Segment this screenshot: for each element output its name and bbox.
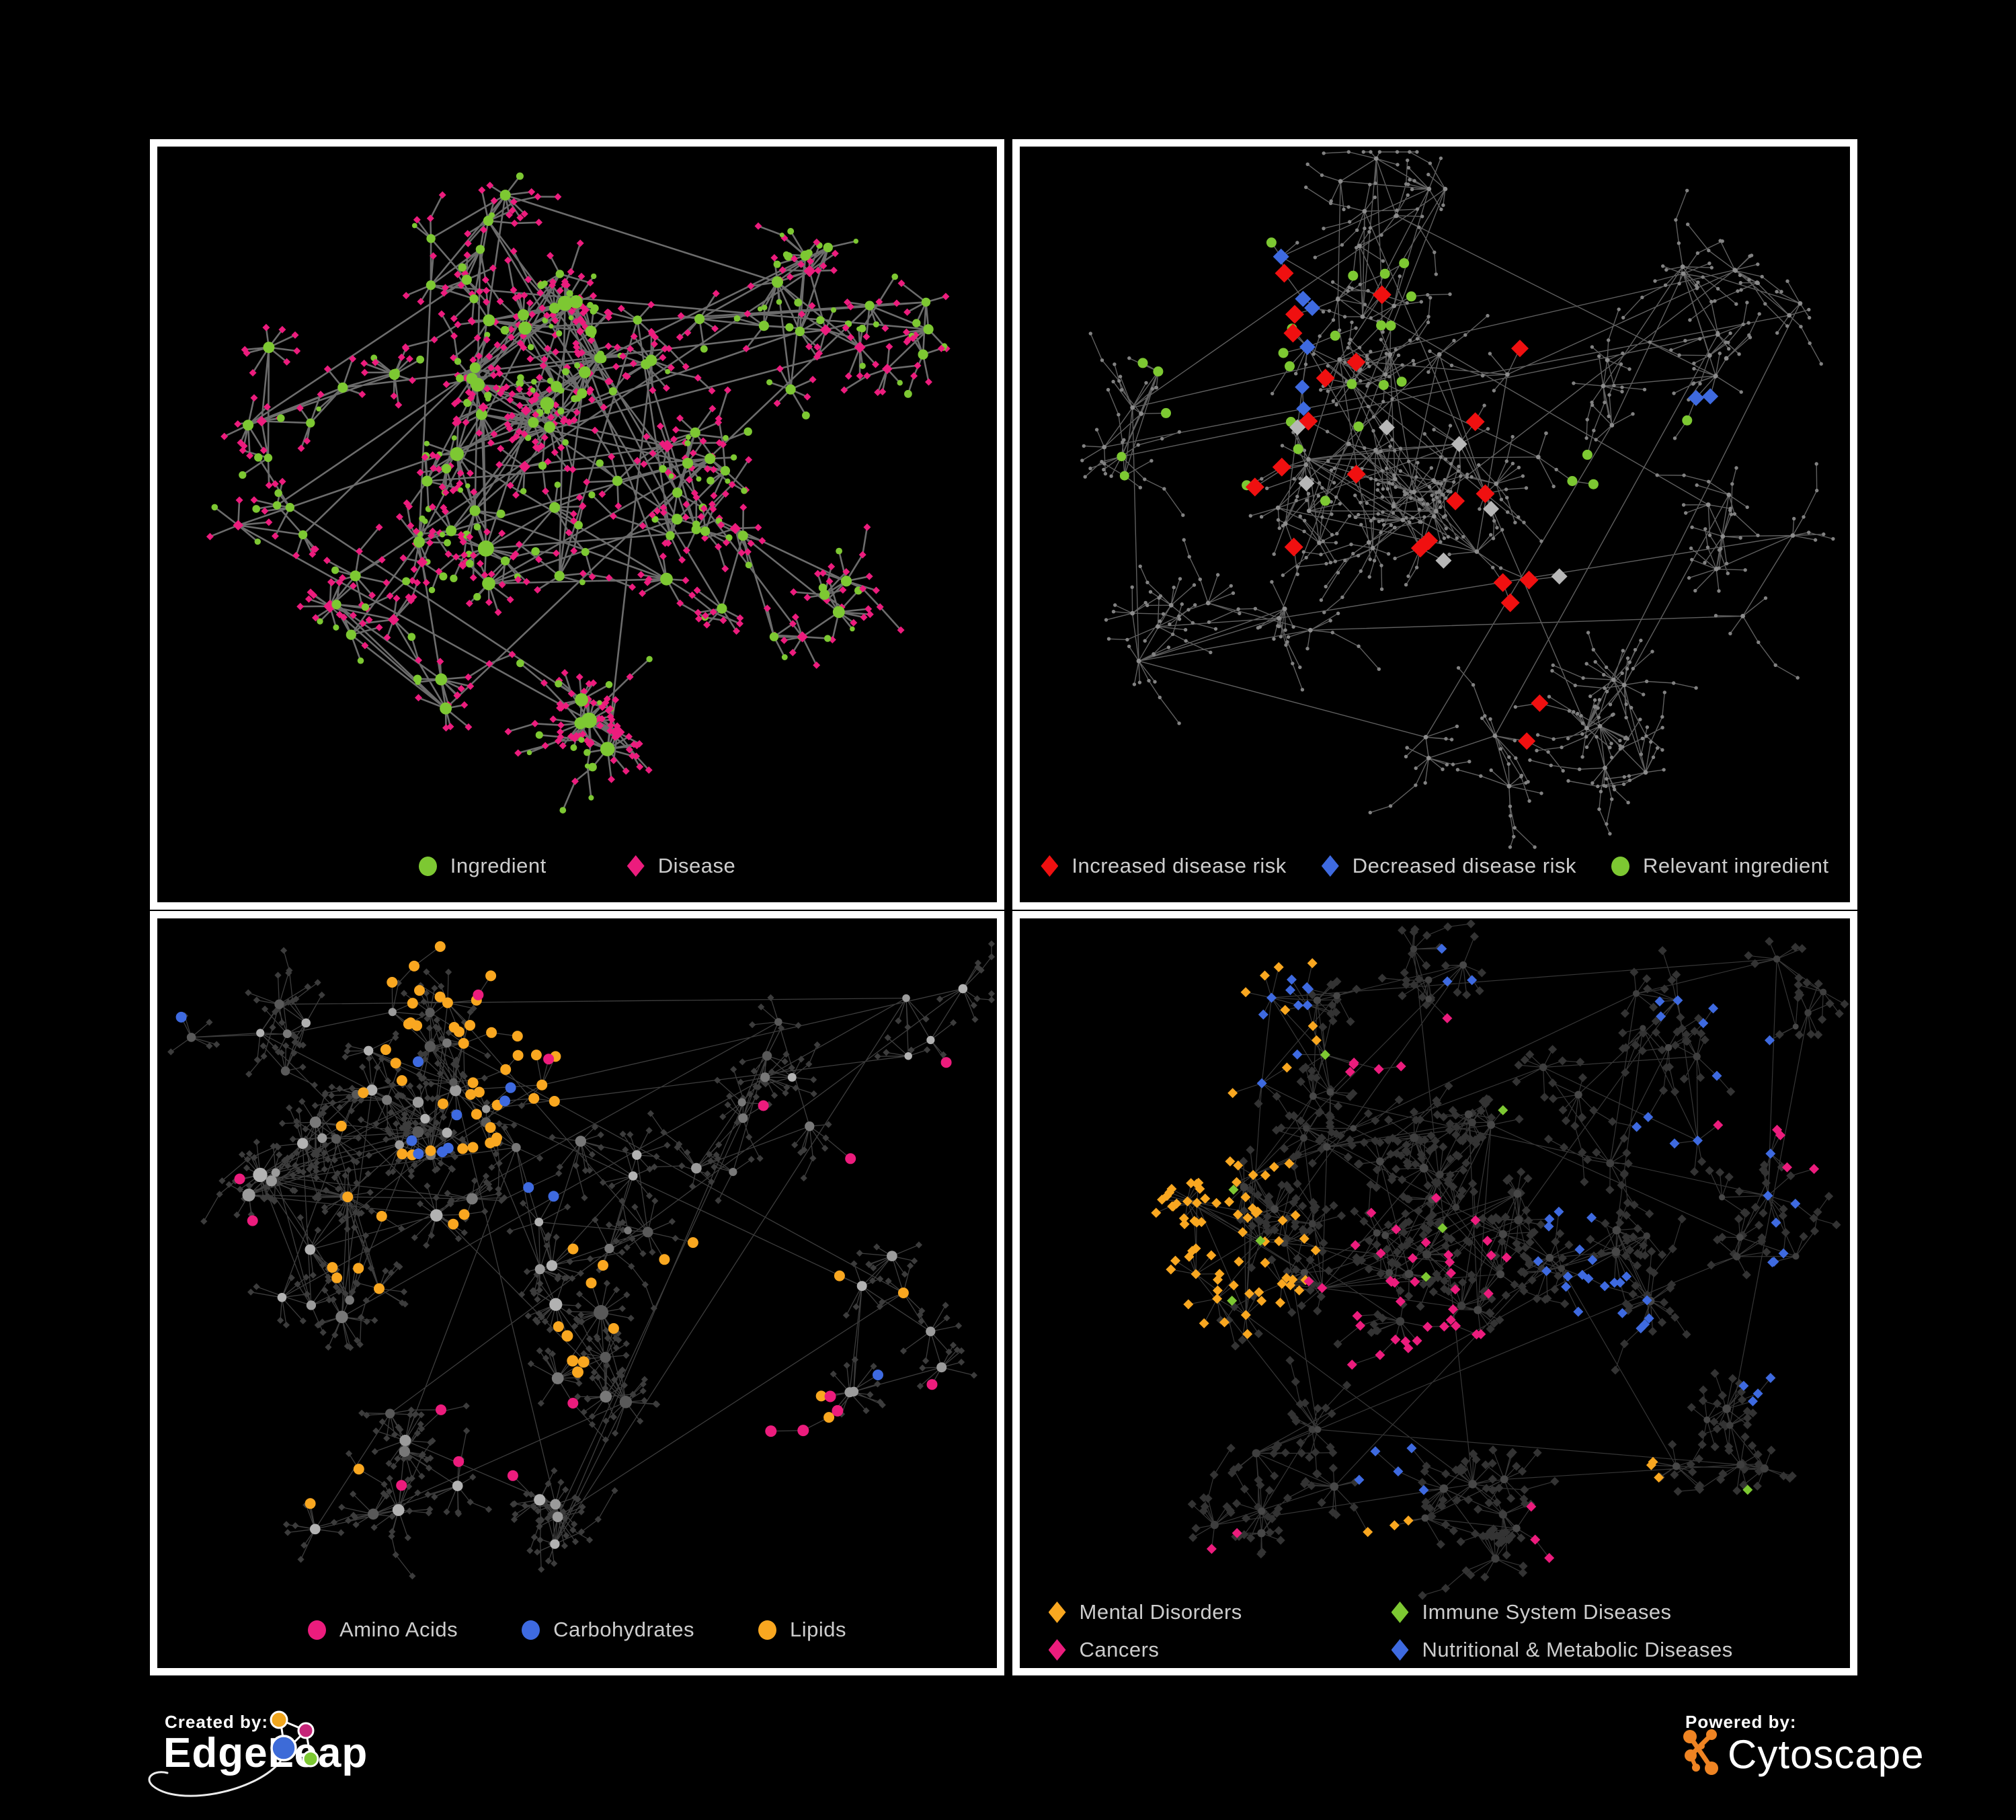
legend-label: Carbohydrates (553, 1618, 694, 1641)
cytoscape-wordmark: Cytoscape (1728, 1732, 1925, 1777)
diamond-legend-icon (1321, 855, 1339, 877)
panel-disease-risk: Increased disease risk Decreased disease … (1012, 139, 1857, 910)
legend-item: Carbohydrates (522, 1618, 694, 1642)
legend-item: Immune System Diseases (1391, 1600, 1822, 1624)
panel-ingredient-disease: Ingredient Disease (150, 139, 1004, 910)
legend-item: Amino Acids (308, 1618, 458, 1642)
legend-item: Lipids (758, 1618, 846, 1642)
legend-disease-risk: Increased disease risk Decreased disease … (1020, 854, 1850, 878)
edgeleap-logo-icon (148, 1710, 319, 1797)
legend-item: Decreased disease risk (1321, 854, 1576, 878)
circle-legend-icon (758, 1620, 776, 1640)
created-by-label: Created by: (165, 1712, 269, 1732)
legend-item: Cancers (1048, 1638, 1371, 1662)
diamond-legend-icon (627, 855, 645, 877)
legend-label: Immune System Diseases (1422, 1600, 1672, 1624)
disease-category-network-graph (1151, 919, 1849, 1600)
diamond-legend-icon (1048, 1601, 1066, 1623)
diamond-legend-icon (1391, 1639, 1409, 1661)
legend-item: Nutritional & Metabolic Diseases (1391, 1638, 1822, 1662)
panel-disease-categories: Mental Disorders Immune System Diseases Ca… (1012, 911, 1857, 1675)
circle-legend-icon (308, 1620, 327, 1640)
legend-label: Amino Acids (339, 1618, 458, 1641)
legend-item: Mental Disorders (1048, 1600, 1371, 1624)
legend-label: Ingredient (450, 854, 547, 877)
macronutrient-network-graph (167, 940, 996, 1580)
legend-item: Relevant ingredient (1611, 854, 1829, 878)
legend-ingredient-disease: Ingredient Disease (157, 854, 997, 878)
diamond-legend-icon (1391, 1601, 1409, 1623)
panel-macronutrients: Amino Acids Carbohydrates Lipids (150, 911, 1004, 1675)
circle-legend-icon (522, 1620, 540, 1640)
diamond-legend-icon (1041, 855, 1059, 877)
diamond-legend-icon (1048, 1639, 1066, 1661)
legend-label: Disease (657, 854, 736, 877)
legend-macronutrients: Amino Acids Carbohydrates Lipids (157, 1618, 997, 1642)
circle-legend-icon (1611, 856, 1629, 876)
legend-label: Lipids (789, 1618, 846, 1641)
legend-item: Increased disease risk (1041, 854, 1286, 878)
edgeleap-wordmark: EdgeLeap (163, 1730, 368, 1776)
ingredient-disease-network-graph (206, 172, 951, 814)
legend-disease-categories: Mental Disorders Immune System Diseases Ca… (1020, 1600, 1850, 1662)
disease-risk-network-graph (1080, 150, 1835, 849)
legend-label: Nutritional & Metabolic Diseases (1422, 1638, 1733, 1661)
cytoscape-logo-icon (1683, 1729, 1718, 1775)
legend-label: Cancers (1079, 1638, 1160, 1661)
circle-legend-icon (418, 856, 437, 876)
legend-item: Disease (627, 854, 736, 878)
legend-item: Ingredient (418, 854, 547, 878)
legend-label: Decreased disease risk (1352, 854, 1576, 877)
legend-label: Relevant ingredient (1643, 854, 1829, 877)
powered-by-label: Powered by: (1685, 1712, 1797, 1732)
legend-label: Increased disease risk (1072, 854, 1287, 877)
legend-label: Mental Disorders (1079, 1600, 1242, 1624)
